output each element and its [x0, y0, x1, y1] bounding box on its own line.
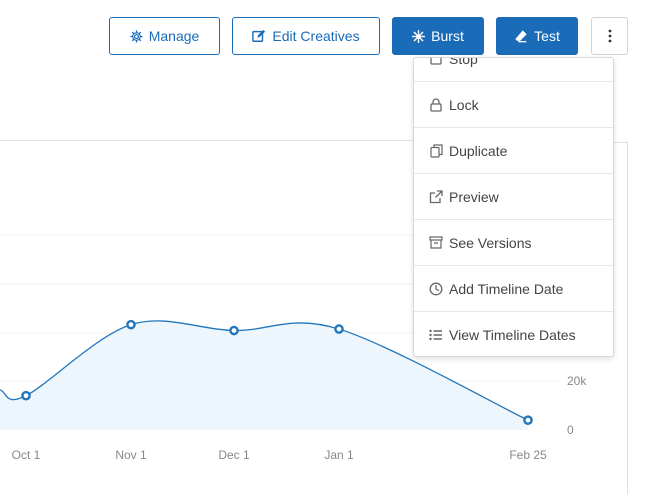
- x-tick-label: Nov 1: [115, 448, 147, 462]
- more-options-button[interactable]: [591, 17, 628, 55]
- menu-item-stop[interactable]: Stop: [414, 57, 613, 82]
- panel-top-border: [614, 142, 628, 143]
- burst-button[interactable]: Burst: [392, 17, 484, 55]
- menu-item-label: View Timeline Dates: [449, 327, 576, 343]
- series-line: [0, 320, 529, 421]
- lock-icon: [429, 97, 443, 112]
- stop-square-icon: [429, 58, 443, 66]
- burst-label: Burst: [431, 28, 464, 44]
- x-tick-label: Oct 1: [12, 448, 41, 462]
- menu-item-lock[interactable]: Lock: [414, 82, 613, 128]
- gear-icon: [130, 29, 143, 43]
- area-fill: [0, 320, 528, 430]
- clock-icon: [429, 282, 443, 296]
- edit-icon: [252, 29, 266, 43]
- data-point-jan-1[interactable]: [334, 324, 344, 334]
- test-label: Test: [534, 28, 560, 44]
- eraser-icon: [514, 29, 528, 43]
- menu-item-label: Preview: [449, 188, 499, 205]
- x-tick-label: Dec 1: [218, 448, 250, 462]
- archive-icon: [429, 236, 443, 250]
- copy-icon: [429, 143, 443, 158]
- more-options-menu: Stop Lock Duplicate Preview See Versions…: [413, 57, 614, 357]
- kebab-icon: [608, 29, 612, 43]
- data-point-feb-25[interactable]: [523, 415, 533, 426]
- edit-creatives-label: Edit Creatives: [272, 28, 360, 44]
- external-link-icon: [429, 189, 443, 204]
- menu-item-label: Duplicate: [449, 142, 508, 159]
- list-icon: [429, 328, 443, 342]
- section-divider: [0, 140, 414, 141]
- x-tick-label: Feb 25: [509, 448, 547, 462]
- menu-item-view-timeline-dates[interactable]: View Timeline Dates: [414, 312, 613, 356]
- edit-creatives-button[interactable]: Edit Creatives: [232, 17, 380, 55]
- test-button[interactable]: Test: [496, 17, 578, 55]
- menu-item-label: Stop: [449, 57, 478, 67]
- menu-item-preview[interactable]: Preview: [414, 174, 613, 220]
- menu-item-add-timeline-date[interactable]: Add Timeline Date: [414, 266, 613, 312]
- manage-button[interactable]: Manage: [109, 17, 220, 55]
- menu-item-duplicate[interactable]: Duplicate: [414, 128, 613, 174]
- data-point-dec-1[interactable]: [229, 325, 239, 336]
- y-tick-label: 20k: [567, 374, 587, 388]
- burst-icon: [412, 29, 426, 43]
- panel-right-border: [627, 142, 628, 494]
- data-point-oct-1[interactable]: [21, 390, 31, 401]
- x-tick-label: Jan 1: [324, 448, 354, 462]
- data-point-nov-1[interactable]: [126, 319, 136, 330]
- manage-label: Manage: [148, 28, 200, 44]
- menu-item-label: See Versions: [449, 234, 532, 251]
- y-tick-label: 0: [567, 423, 574, 437]
- menu-item-label: Lock: [449, 96, 479, 113]
- menu-item-label: Add Timeline Date: [449, 280, 564, 297]
- menu-item-see-versions[interactable]: See Versions: [414, 220, 613, 266]
